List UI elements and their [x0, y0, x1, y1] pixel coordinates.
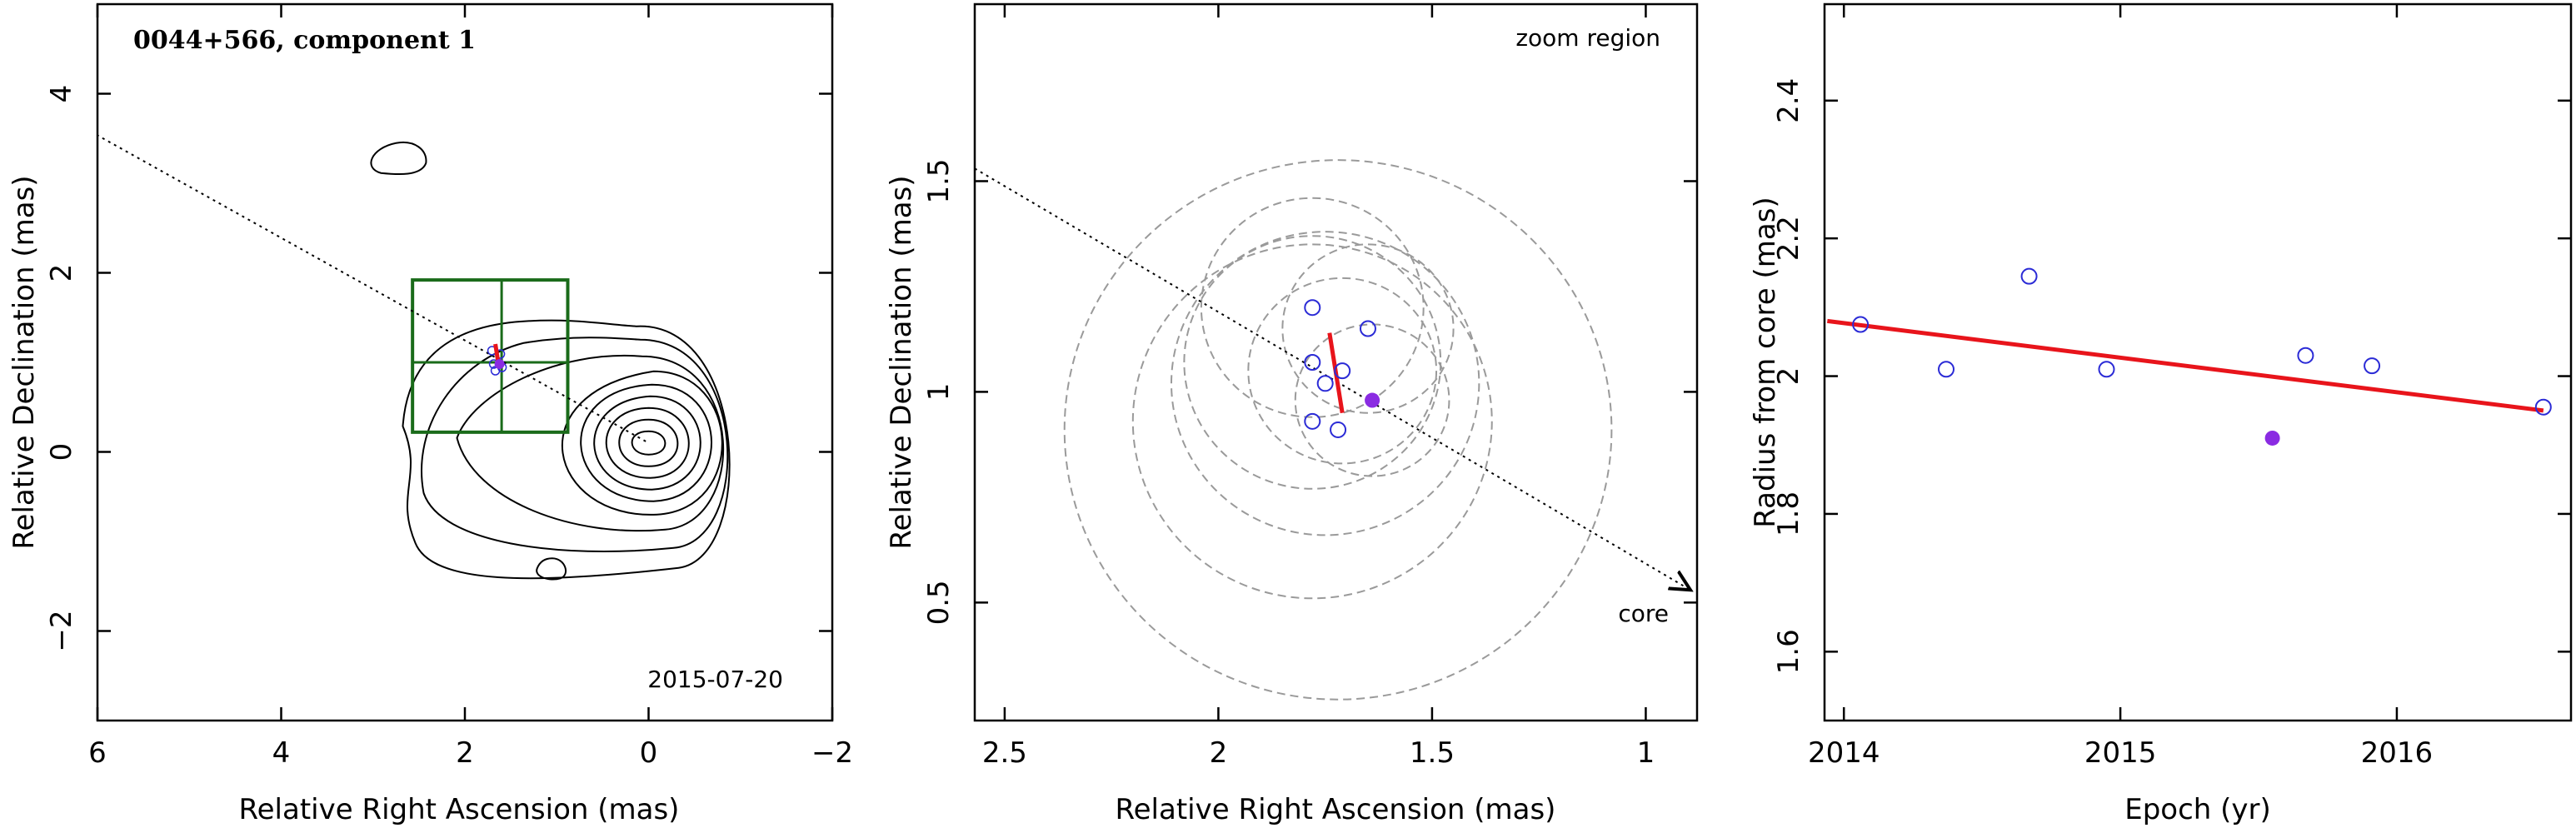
- map-x-tick-label: −2: [811, 736, 853, 770]
- radius-point: [1852, 316, 1870, 333]
- map-y-tick-label: 0: [45, 443, 78, 461]
- radius-y-tick-label: 2.4: [1772, 78, 1805, 123]
- zoom-y-tick-label: 1.5: [922, 158, 956, 203]
- jet-direction-dotted: [97, 134, 649, 444]
- map-x-tick-label: 6: [88, 736, 107, 770]
- radius-point: [2364, 357, 2381, 375]
- radius-x-axis-label: Epoch (yr): [2124, 793, 2271, 826]
- zoom-panel: 2.5 2 1.5 1 0.5 1 1.5 zoom region core Relativ…: [885, 2, 1699, 826]
- component-positions: [1304, 299, 1380, 438]
- position-point: [1316, 375, 1334, 392]
- map-y-tick-label: 4: [45, 85, 78, 103]
- jet-direction-line: [97, 134, 649, 444]
- contour-ring: [631, 430, 666, 456]
- map-y-tick-label: 2: [45, 264, 78, 282]
- contour-ring: [561, 370, 723, 516]
- radius-point: [1938, 361, 1955, 378]
- zoom-x-tick-label: 2.5: [982, 736, 1027, 770]
- map-axis-ticks: 6 4 2 0 −2 −2 0 2 4: [45, 4, 853, 770]
- contour-ring: [421, 337, 729, 553]
- contour-ring: [580, 383, 712, 502]
- position-point: [1334, 362, 1351, 380]
- radius-axis-ticks: 2014 2015 2016 1.6 1.8 2 2.2 2.4: [1772, 4, 2571, 770]
- zoom-x-tick-label: 1: [1637, 736, 1655, 770]
- error-circle: [1170, 231, 1480, 536]
- radius-x-tick-label: 2014: [1808, 736, 1880, 770]
- zoom-box-rect: [411, 278, 570, 434]
- map-x-tick-label: 2: [456, 736, 474, 770]
- radius-y-axis-label: Radius from core (mas): [1749, 197, 1782, 527]
- radius-fit: [1827, 318, 2544, 413]
- radius-point: [2098, 361, 2115, 378]
- radius-points: [1852, 267, 2552, 446]
- position-point: [1304, 354, 1321, 371]
- radius-x-tick-label: 2015: [2084, 736, 2157, 770]
- zoom-region-label: zoom region: [1515, 24, 1660, 52]
- zoom-x-axis-label: Relative Right Ascension (mas): [1116, 793, 1556, 826]
- map-y-tick-label: −2: [45, 610, 78, 651]
- position-point: [1359, 320, 1376, 337]
- zoom-axis-ticks: 2.5 2 1.5 1 0.5 1 1.5: [922, 4, 1697, 770]
- radius-panel: 2014 2015 2016 1.6 1.8 2 2.2 2.4 Epoch (yr) Rad…: [1749, 2, 2573, 826]
- contour-ring: [618, 418, 679, 467]
- error-circle: [1247, 277, 1438, 465]
- contour-island: [370, 141, 427, 176]
- zoom-x-tick-label: 2: [1210, 736, 1228, 770]
- radius-point: [2297, 347, 2314, 364]
- map-y-axis-label: Relative Declination (mas): [7, 175, 41, 549]
- radius-point: [2020, 267, 2038, 285]
- map-title: 0044+566, component 1: [133, 26, 476, 55]
- contour-ring: [605, 407, 690, 479]
- zoom-y-tick-label: 1: [922, 383, 956, 402]
- error-circle: [1294, 323, 1450, 477]
- contour-ring: [456, 354, 725, 532]
- error-circle: [1281, 243, 1455, 414]
- radius-point: [2534, 398, 2552, 416]
- map-x-tick-label: 0: [640, 736, 658, 770]
- component-reference: [494, 359, 505, 369]
- flux-contours: [370, 141, 731, 581]
- contour-island: [536, 557, 567, 581]
- radius-x-tick-label: 2016: [2361, 736, 2434, 770]
- position-point: [1304, 299, 1321, 317]
- error-circle: [1063, 159, 1613, 701]
- epoch-annotation: 2015-07-20: [647, 666, 783, 693]
- radius-frame: [1823, 2, 2573, 722]
- error-circle: [1183, 235, 1442, 490]
- map-x-tick-label: 4: [272, 736, 291, 770]
- radius-y-tick-label: 1.8: [1772, 491, 1805, 536]
- core-direction-arrow: [975, 167, 1690, 590]
- position-error-circles: [1063, 159, 1613, 701]
- position-point: [1304, 412, 1321, 430]
- contour-ring: [593, 395, 701, 491]
- reference-point: [1365, 392, 1380, 408]
- zoom-frame: [973, 2, 1699, 722]
- position-point: [1330, 421, 1347, 438]
- zoom-y-tick-label: 0.5: [922, 580, 956, 625]
- core-label: core: [1618, 600, 1669, 627]
- map-panel: 6 4 2 0 −2 −2 0 2 4 0044+566, component 1 2015-0…: [7, 2, 853, 826]
- error-circle: [1131, 243, 1493, 600]
- component-marker: [487, 343, 507, 376]
- core-direction-line: [975, 167, 1690, 590]
- radius-y-tick-label: 2.2: [1772, 216, 1805, 261]
- map-x-axis-label: Relative Right Ascension (mas): [239, 793, 680, 826]
- error-circle: [1200, 197, 1425, 418]
- radius-y-tick-label: 2: [1772, 367, 1805, 386]
- radius-fit-line: [1827, 318, 2544, 413]
- zoom-y-axis-label: Relative Declination (mas): [885, 175, 918, 549]
- contour-ring: [402, 319, 731, 580]
- radius-reference-point: [2264, 430, 2280, 446]
- zoom-x-tick-label: 1.5: [1410, 736, 1455, 770]
- radius-y-tick-label: 1.6: [1772, 629, 1805, 674]
